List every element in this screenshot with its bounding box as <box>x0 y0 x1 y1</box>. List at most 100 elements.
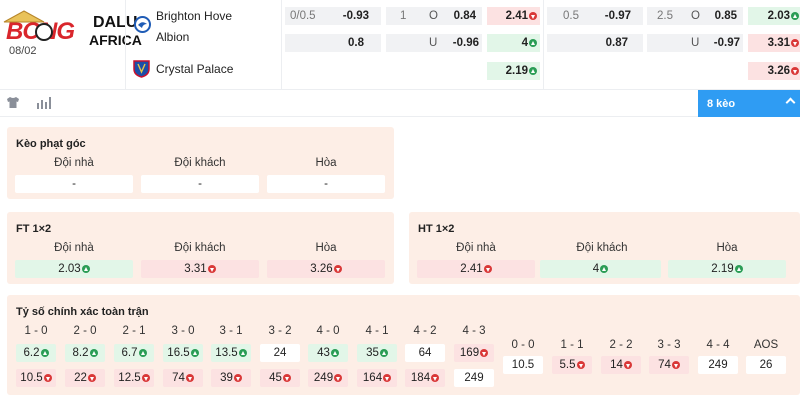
score-label: 1 - 1 <box>560 339 584 351</box>
odds-down-icon <box>43 374 52 382</box>
score-odds-draw[interactable]: 5.5 <box>552 356 592 374</box>
score-odds-home[interactable]: 16.5 <box>163 344 203 362</box>
ft-1x2-home[interactable]: 2.41 <box>487 7 540 25</box>
ht-handicap-away[interactable]: 0.87 <box>547 34 643 52</box>
corner-kick-panel: Kèo phạt góc Đội nhà Đội khách Hòa - - - <box>7 127 394 199</box>
ht-1x2-away[interactable]: 3.31 <box>748 34 800 52</box>
odds-value: 249 <box>464 372 484 384</box>
home-team-name[interactable]: Brighton Hove <box>156 9 233 23</box>
score-odds-home[interactable]: 43 <box>308 344 348 362</box>
jersey-icon[interactable] <box>6 96 20 109</box>
odds-up-icon <box>138 349 147 357</box>
corner-home-odds[interactable]: - <box>15 175 133 193</box>
score-odds-home[interactable]: 6.7 <box>114 344 154 362</box>
site-logo[interactable]: BONG DALU AFRICA <box>0 10 150 50</box>
score-odds-away[interactable]: 12.5 <box>114 369 154 387</box>
ht-home-odds[interactable]: 2.41 <box>417 260 535 278</box>
score-odds-away[interactable]: 10.5 <box>16 369 56 387</box>
score-label: 3 - 3 <box>657 339 681 351</box>
odds-down-icon <box>791 39 799 47</box>
score-odds-home[interactable]: 6.2 <box>16 344 56 362</box>
ft-handicap-away[interactable]: 0.8 <box>285 34 381 52</box>
odds-value: 12.5 <box>118 372 141 384</box>
odds-value: 2.19 <box>711 263 734 275</box>
score-odds-away[interactable]: 45 <box>260 369 300 387</box>
score-odds-home[interactable]: 169 <box>454 344 494 362</box>
toolbar: 8 kèo <box>0 90 800 117</box>
odds-value: 2.03 <box>58 263 81 275</box>
odds-up-icon <box>40 349 49 357</box>
score-odds-away[interactable]: 39 <box>211 369 251 387</box>
score-odds-draw[interactable]: 10.5 <box>503 356 543 374</box>
odds-down-icon <box>529 12 537 20</box>
odds-down-icon <box>576 361 585 369</box>
ht-1x2-draw[interactable]: 3.26 <box>748 62 800 80</box>
odds-value: 4 <box>592 263 600 275</box>
panel-title: Kèo phạt góc <box>16 138 86 150</box>
ft-draw-odds[interactable]: 3.26 <box>267 260 385 278</box>
score-odds-draw[interactable]: 74 <box>649 356 689 374</box>
panel-title: HT 1×2 <box>418 223 455 235</box>
corner-draw-odds[interactable]: - <box>267 175 385 193</box>
ft-1x2-draw[interactable]: 2.19 <box>487 62 540 80</box>
home-team-name-line2[interactable]: Albion <box>156 30 190 44</box>
score-label: 4 - 4 <box>706 339 730 351</box>
header-away: Đội khách <box>576 242 628 254</box>
odds-value: 164 <box>362 372 383 384</box>
ht-draw-odds[interactable]: 2.19 <box>668 260 786 278</box>
score-odds-draw[interactable]: 249 <box>698 356 738 374</box>
ft-1x2-away[interactable]: 4 <box>487 34 540 52</box>
odds-down-icon <box>282 374 291 382</box>
score-odds-away[interactable]: 249 <box>308 369 348 387</box>
odds-up-icon <box>190 349 199 357</box>
score-odds-home[interactable]: 35 <box>357 344 397 362</box>
odds-value: 249 <box>313 372 334 384</box>
match-date: 08/02 <box>9 45 37 57</box>
odds-down-icon <box>334 374 343 382</box>
ft-away-odds[interactable]: 3.31 <box>141 260 259 278</box>
odds-value: 0.8 <box>348 37 364 49</box>
stats-chart-icon[interactable] <box>36 96 52 109</box>
more-odds-button[interactable]: 8 kèo <box>698 90 800 117</box>
ou-side: U <box>691 37 700 49</box>
ft-home-odds[interactable]: 2.03 <box>15 260 133 278</box>
ou-side: O <box>429 10 438 22</box>
odds-value: 10.5 <box>511 359 535 371</box>
score-odds-away[interactable]: 184 <box>405 369 445 387</box>
ft-handicap-home[interactable]: 0/0.5 -0.93 <box>285 7 381 25</box>
ht-away-odds[interactable]: 4 <box>540 260 661 278</box>
odds-up-icon <box>81 265 90 273</box>
ft-over-under-under[interactable]: U -0.96 <box>386 34 482 52</box>
odds-value: 3.31 <box>767 37 790 49</box>
odds-up-icon <box>791 12 799 20</box>
odds-value: 2.41 <box>460 263 483 275</box>
ft-over-under-over[interactable]: 1 O 0.84 <box>386 7 482 25</box>
odds-down-icon <box>431 374 440 382</box>
ht-over-under-under[interactable]: U -0.97 <box>647 34 743 52</box>
odds-up-icon <box>600 265 609 273</box>
score-odds-home[interactable]: 13.5 <box>211 344 251 362</box>
score-odds-home[interactable]: 64 <box>405 344 445 362</box>
score-odds-away[interactable]: 164 <box>357 369 397 387</box>
score-odds-home[interactable]: 24 <box>260 344 300 362</box>
odds-value: 6.2 <box>23 347 40 359</box>
score-odds-home[interactable]: 8.2 <box>65 344 105 362</box>
corner-away-odds[interactable]: - <box>141 175 259 193</box>
header-away: Đội khách <box>174 242 226 254</box>
score-label: 4 - 2 <box>413 325 437 337</box>
score-odds-away[interactable]: 22 <box>65 369 105 387</box>
odds-value: 184 <box>410 372 431 384</box>
score-odds-away[interactable]: 249 <box>454 369 494 387</box>
score-odds-draw[interactable]: 26 <box>746 356 786 374</box>
away-team-name[interactable]: Crystal Palace <box>156 62 234 76</box>
score-label: 4 - 0 <box>316 325 340 337</box>
score-odds-away[interactable]: 74 <box>163 369 203 387</box>
ht-over-under-over[interactable]: 2.5 O 0.85 <box>647 7 743 25</box>
score-label: 0 - 0 <box>511 339 535 351</box>
ht-1x2-home[interactable]: 2.03 <box>748 7 800 25</box>
odds-up-icon <box>529 67 537 75</box>
score-label: 2 - 0 <box>73 325 97 337</box>
ht-handicap-home[interactable]: 0.5 -0.97 <box>547 7 643 25</box>
score-odds-draw[interactable]: 14 <box>601 356 641 374</box>
odds-down-icon <box>791 67 799 75</box>
